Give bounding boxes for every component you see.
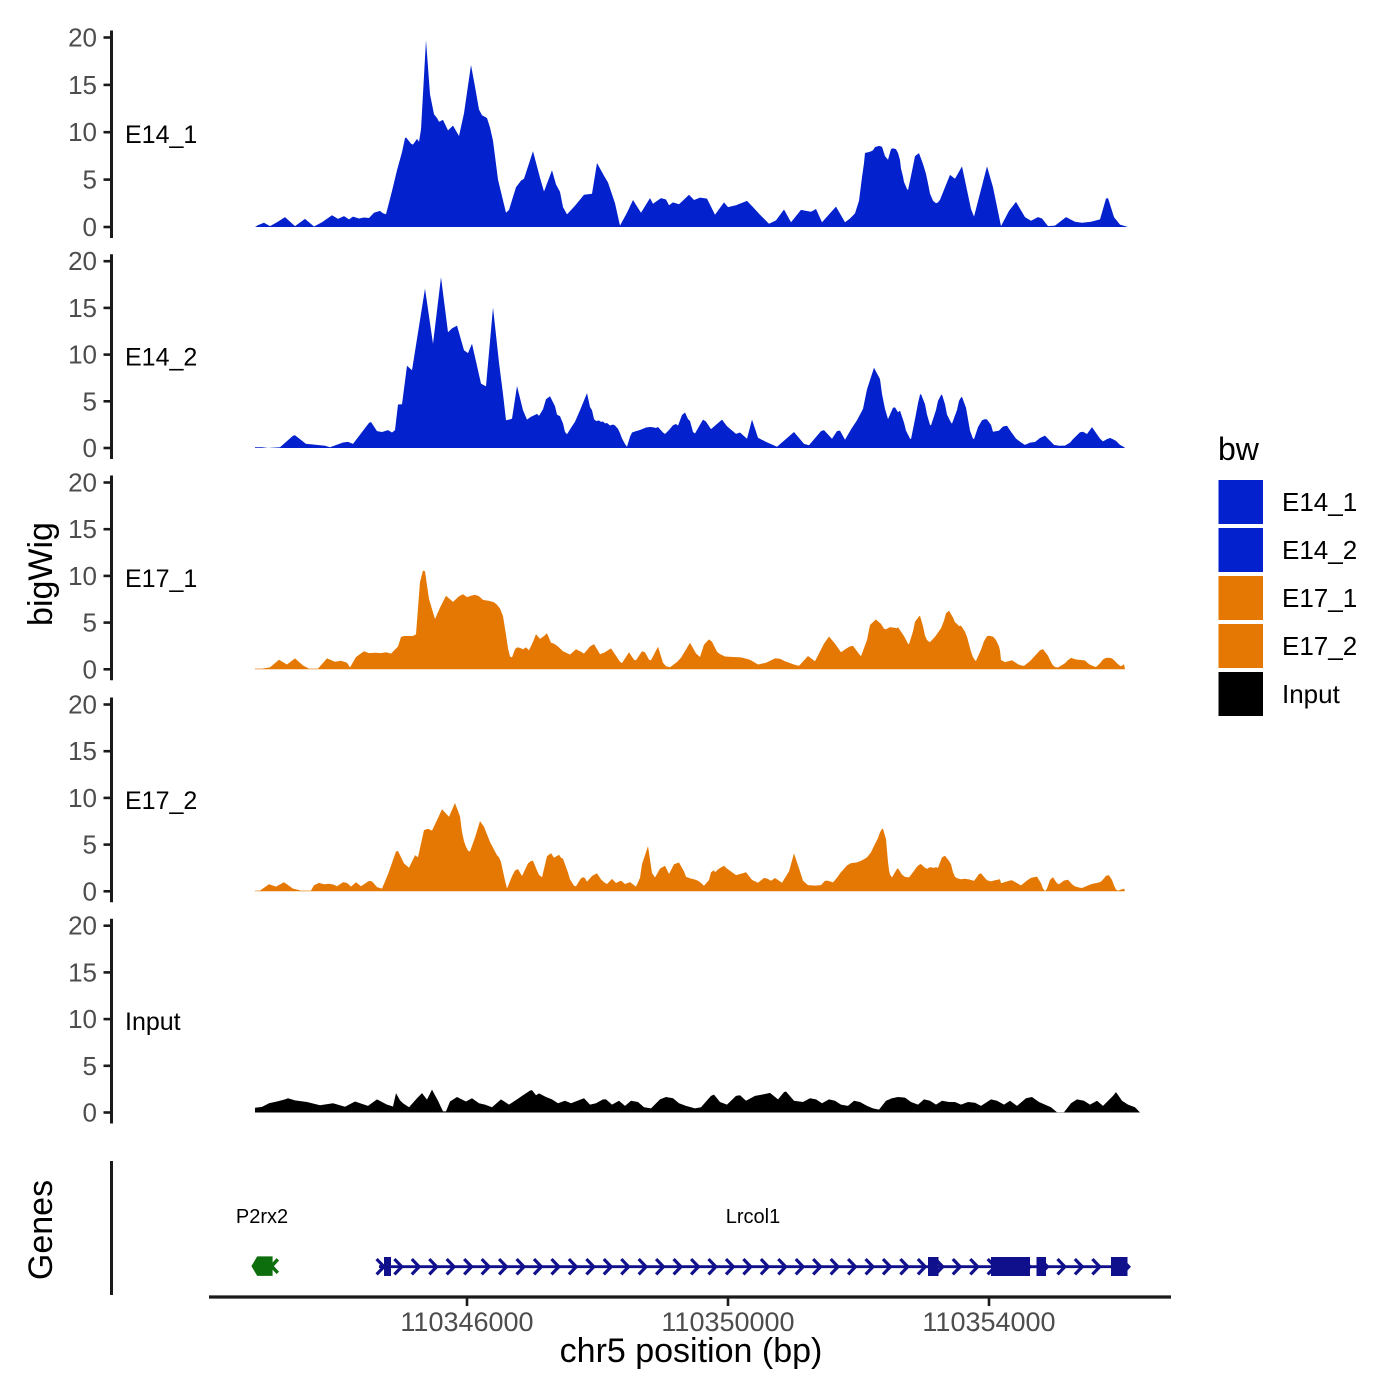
svg-text:5: 5 — [83, 165, 97, 195]
svg-text:0: 0 — [83, 212, 97, 242]
svg-text:Input: Input — [1282, 679, 1341, 709]
svg-text:P2rx2: P2rx2 — [236, 1206, 288, 1228]
svg-text:bw: bw — [1218, 431, 1260, 467]
svg-text:110346000: 110346000 — [400, 1307, 533, 1337]
svg-text:E17_1: E17_1 — [125, 565, 197, 593]
svg-text:E14_2: E14_2 — [1282, 535, 1357, 565]
svg-text:15: 15 — [68, 957, 97, 987]
svg-text:20: 20 — [68, 468, 97, 498]
svg-text:20: 20 — [68, 690, 97, 720]
svg-text:0: 0 — [83, 876, 97, 906]
svg-text:15: 15 — [68, 736, 97, 766]
svg-text:110354000: 110354000 — [922, 1307, 1055, 1337]
svg-text:10: 10 — [68, 340, 97, 370]
svg-text:5: 5 — [83, 1051, 97, 1081]
svg-text:15: 15 — [68, 293, 97, 323]
svg-text:E14_1: E14_1 — [125, 121, 197, 149]
svg-text:Genes: Genes — [22, 1180, 60, 1280]
svg-text:bigWig: bigWig — [22, 522, 60, 626]
svg-text:0: 0 — [83, 654, 97, 684]
svg-text:chr5 position (bp): chr5 position (bp) — [560, 1332, 823, 1370]
svg-text:110350000: 110350000 — [661, 1307, 794, 1337]
svg-text:10: 10 — [68, 117, 97, 147]
svg-text:20: 20 — [68, 911, 97, 941]
svg-text:15: 15 — [68, 70, 97, 100]
svg-text:E17_1: E17_1 — [1282, 583, 1357, 613]
svg-text:E17_2: E17_2 — [125, 787, 197, 815]
svg-text:5: 5 — [83, 608, 97, 638]
svg-text:0: 0 — [83, 1098, 97, 1128]
svg-text:5: 5 — [83, 386, 97, 416]
svg-text:20: 20 — [68, 246, 97, 276]
svg-text:20: 20 — [68, 23, 97, 53]
svg-text:Lrcol1: Lrcol1 — [726, 1206, 780, 1228]
svg-text:5: 5 — [83, 830, 97, 860]
svg-text:15: 15 — [68, 514, 97, 544]
svg-text:Input: Input — [125, 1008, 181, 1036]
svg-text:10: 10 — [68, 561, 97, 591]
svg-text:E14_1: E14_1 — [1282, 487, 1357, 517]
svg-text:E17_2: E17_2 — [1282, 631, 1357, 661]
svg-text:10: 10 — [68, 1004, 97, 1034]
svg-text:0: 0 — [83, 433, 97, 463]
svg-text:E14_2: E14_2 — [125, 344, 197, 372]
svg-text:10: 10 — [68, 783, 97, 813]
